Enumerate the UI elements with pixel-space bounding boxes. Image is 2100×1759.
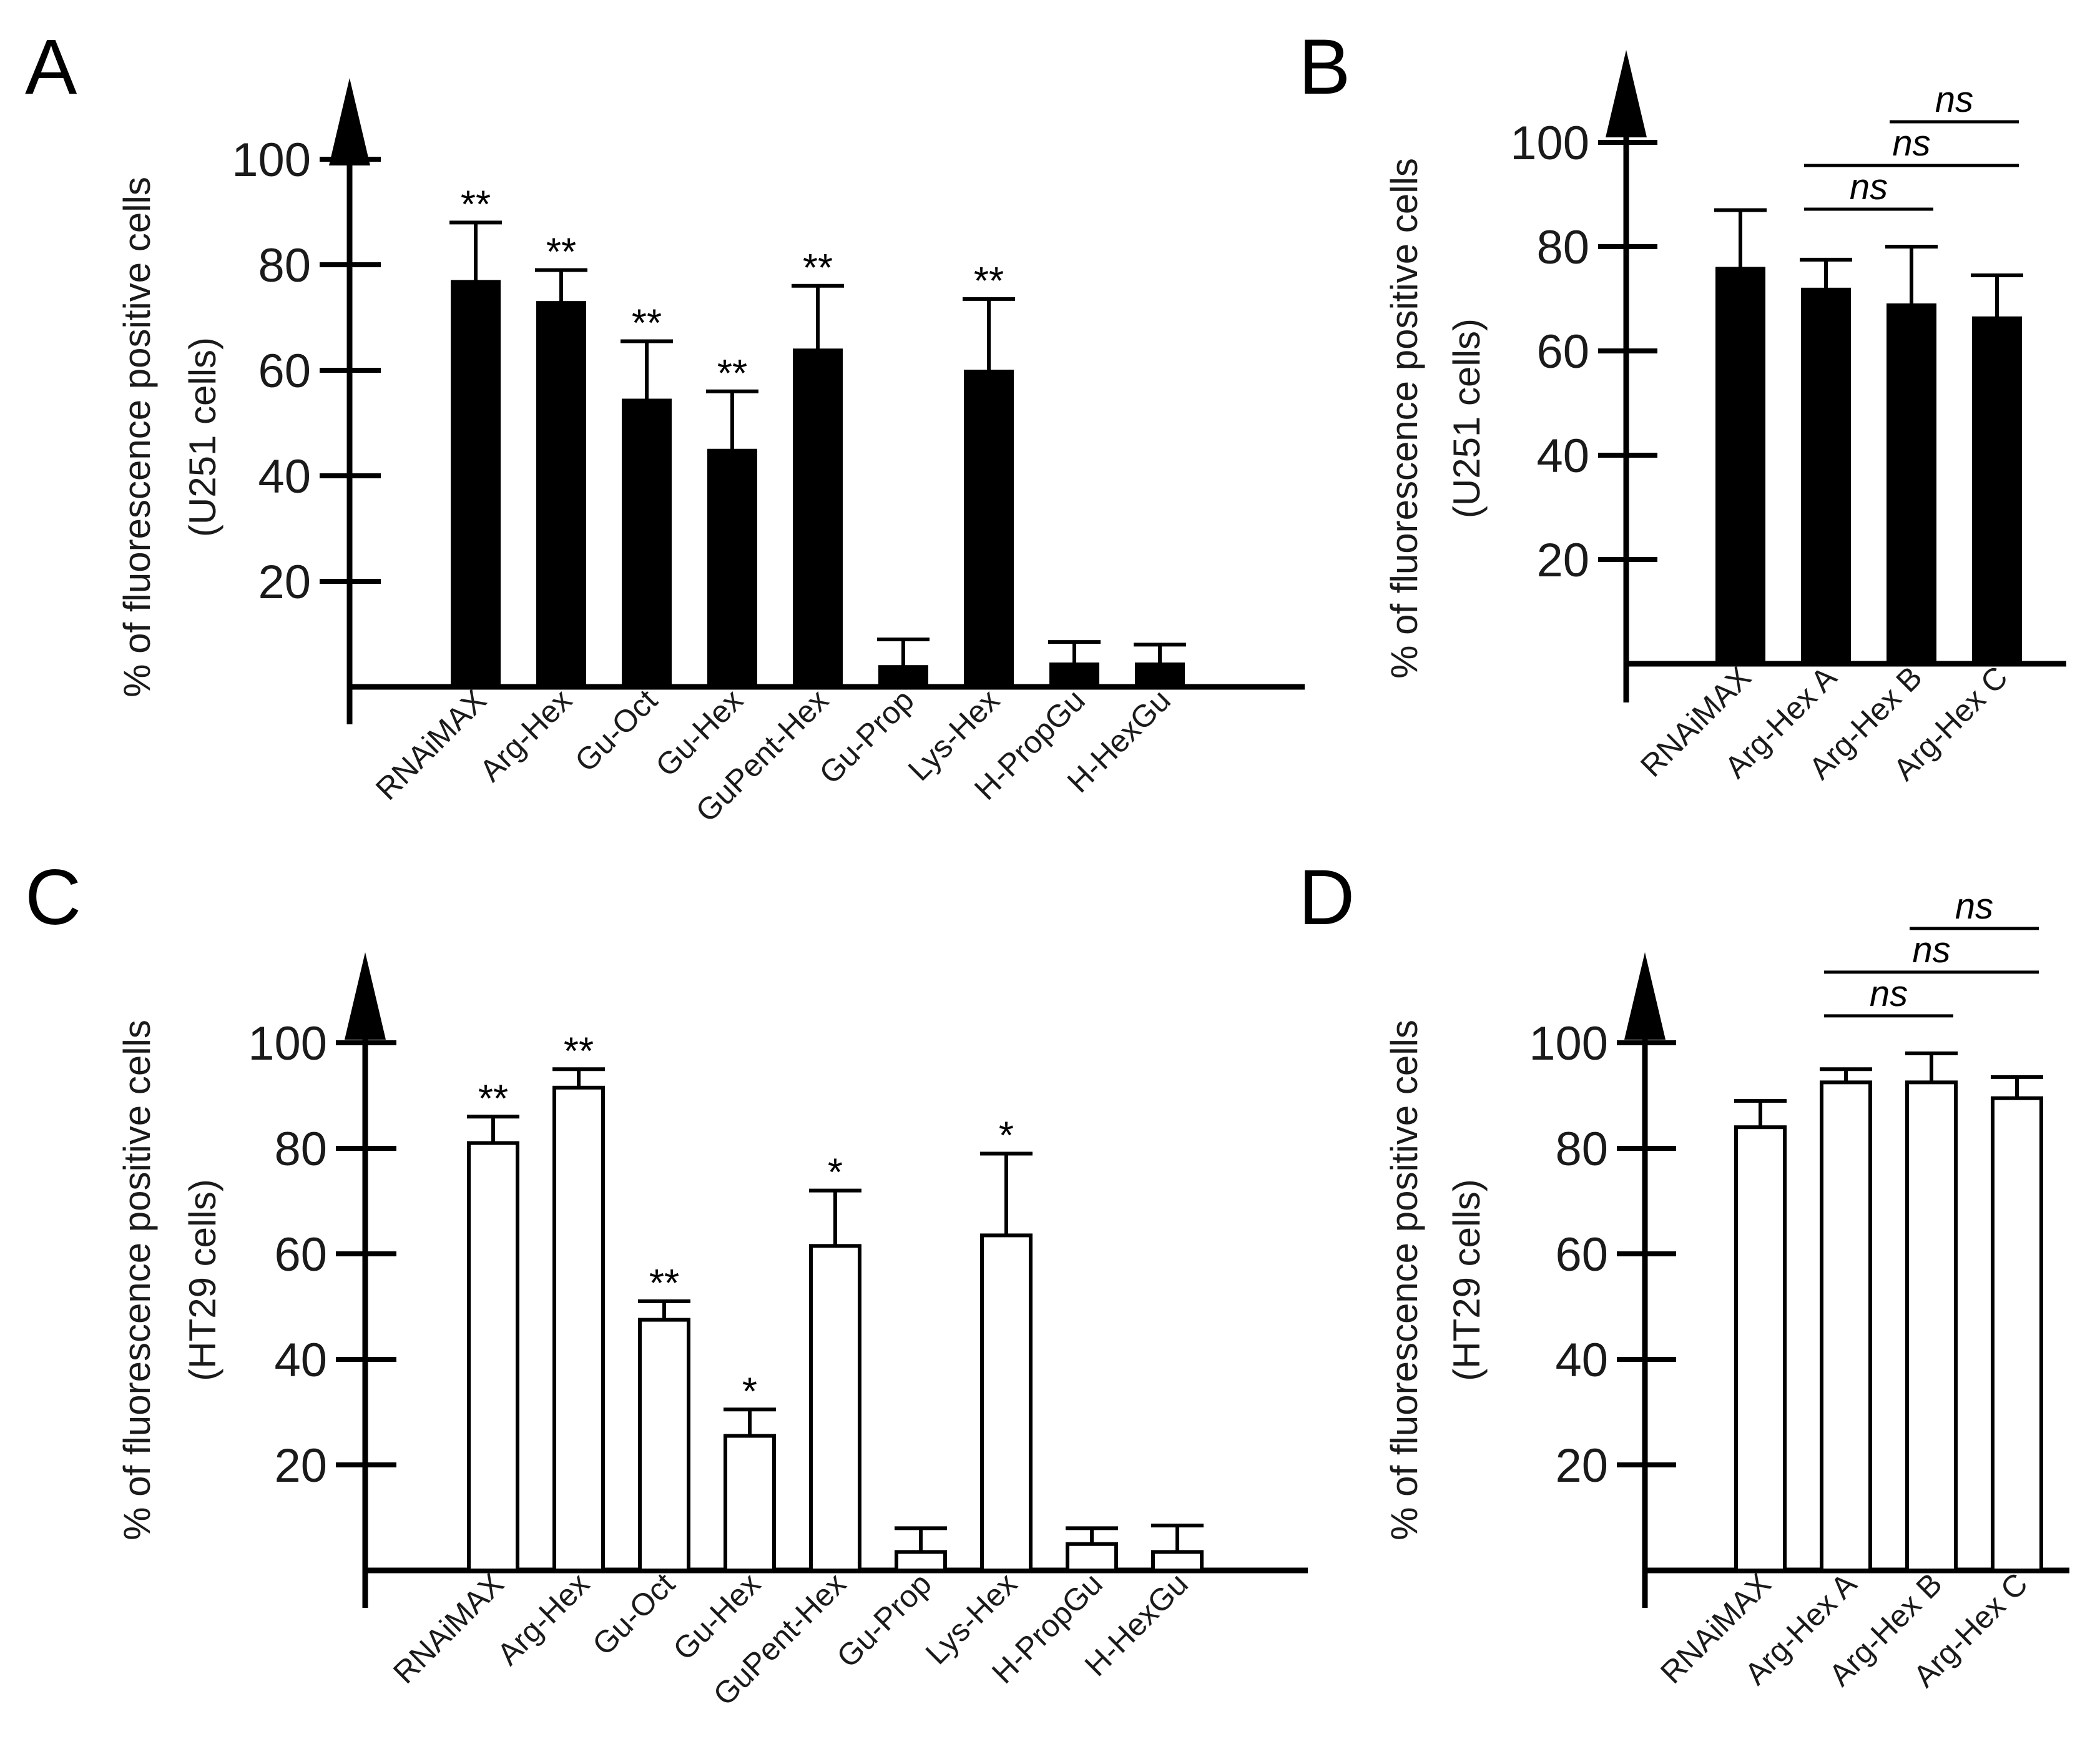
y-tick-label: 100 (248, 1017, 327, 1070)
y-axis-label-cells: (U251 cells) (1446, 318, 1488, 518)
y-tick-label: 100 (1529, 1017, 1608, 1070)
panel-letter: B (1298, 24, 1350, 111)
significance-label: ** (649, 1262, 679, 1305)
panel-a: A 20 40 60 80 100 % of fluorescence positive c… (25, 24, 1305, 829)
significance-label: ** (461, 183, 491, 226)
bar (964, 370, 1014, 687)
category-label: RNAiMAX (386, 1566, 511, 1690)
y-tick-label: 80 (274, 1123, 327, 1176)
y-tick-label: 40 (274, 1334, 327, 1387)
panel-d: D 20 40 60 80 100 % of fluorescence positive c… (1298, 854, 2069, 1694)
significance-label: * (742, 1370, 757, 1413)
y-axis-arrow-icon (345, 952, 386, 1040)
comparison-label: ns (1935, 79, 1973, 120)
y-tick-label: 100 (1510, 117, 1589, 170)
category-label: Arg-Hex (473, 682, 579, 788)
panel-b: B 20 40 60 80 100 % of fluorescence positive c… (1298, 24, 2066, 787)
bar (1135, 662, 1185, 687)
significance-label: ** (803, 247, 833, 290)
comparison-label: ns (1912, 930, 1950, 970)
bar (1715, 267, 1765, 664)
bar (895, 1550, 947, 1573)
category-label: Gu-Prop (813, 682, 921, 791)
y-axis-label: % of fluorescence positive cells (116, 177, 158, 697)
y-tick-label: 40 (258, 450, 311, 503)
y-tick-label: 100 (232, 134, 311, 187)
y-tick-label: 20 (1536, 534, 1589, 587)
bar (622, 398, 672, 687)
y-tick-label: 80 (1536, 221, 1589, 274)
bar (1066, 1542, 1118, 1572)
significance-label: ** (564, 1030, 594, 1073)
category-label: Arg-Hex (491, 1566, 596, 1672)
bar (1972, 316, 2022, 665)
y-axis-arrow-icon (1624, 952, 1666, 1040)
category-label: RNAiMAX (369, 682, 493, 807)
significance-label: ** (974, 260, 1004, 303)
bar (1991, 1096, 2043, 1572)
bar (1049, 662, 1099, 687)
y-axis-label-cells: (U251 cells) (182, 337, 223, 537)
y-tick-label: 20 (1555, 1439, 1608, 1492)
significance-label: * (999, 1114, 1014, 1157)
y-axis-label: % of fluorescence positive cells (1383, 1020, 1425, 1540)
bar (1734, 1125, 1787, 1572)
bar (638, 1318, 690, 1572)
y-tick-label: 80 (258, 239, 311, 292)
y-axis-label: % of fluorescence positive cells (116, 1020, 158, 1540)
category-label: Gu-Oct (586, 1566, 682, 1662)
y-tick-label: 60 (1555, 1228, 1608, 1281)
bar (467, 1141, 519, 1573)
comparison-label: ns (1870, 973, 1908, 1014)
y-tick-label: 20 (258, 556, 311, 609)
significance-label: ** (717, 352, 747, 395)
y-axis-arrow-icon (1606, 50, 1647, 137)
bar (552, 1085, 605, 1572)
significance-label: * (828, 1151, 843, 1195)
comparison-label: ns (1892, 123, 1930, 164)
bar (707, 448, 757, 687)
y-tick-label: 60 (1536, 325, 1589, 378)
bar (536, 301, 586, 687)
category-label: Gu-Prop (830, 1566, 938, 1674)
comparison-label: ns (1955, 886, 1993, 927)
y-tick-label: 60 (258, 345, 311, 398)
y-tick-label: 60 (274, 1228, 327, 1281)
y-axis-label: % of fluorescence positive cells (1383, 158, 1425, 679)
y-axis-label-cells: (HT29 cells) (182, 1179, 223, 1381)
bar (793, 348, 843, 687)
panel-letter: A (25, 24, 77, 111)
bar (451, 280, 501, 688)
y-axis-arrow-icon (329, 78, 370, 165)
bar (980, 1233, 1033, 1573)
y-tick-label: 40 (1536, 430, 1589, 483)
significance-label: ** (546, 230, 576, 273)
y-tick-label: 20 (274, 1439, 327, 1492)
bar (1905, 1080, 1958, 1572)
bar (1801, 287, 1851, 664)
comparison-label: ns (1850, 167, 1888, 207)
y-axis-label-cells: (HT29 cells) (1446, 1179, 1488, 1381)
bar (878, 665, 928, 687)
category-label: Gu-Oct (568, 682, 664, 779)
significance-label: ** (478, 1077, 508, 1120)
bar (1151, 1550, 1204, 1573)
bar (724, 1434, 776, 1572)
panel-c: C 20 40 60 80 100 % of fluorescence positive c… (25, 854, 1308, 1712)
y-tick-label: 80 (1555, 1123, 1608, 1176)
bar (1820, 1080, 1872, 1572)
y-tick-label: 40 (1555, 1334, 1608, 1387)
panel-letter: C (25, 854, 81, 941)
bar (809, 1244, 861, 1572)
panel-letter: D (1298, 854, 1355, 941)
bar (1887, 303, 1936, 665)
significance-label: ** (632, 302, 662, 345)
